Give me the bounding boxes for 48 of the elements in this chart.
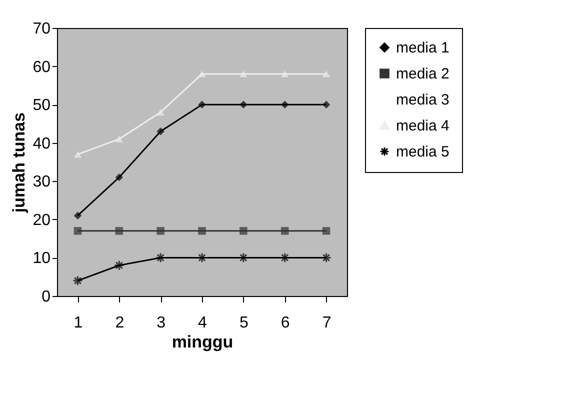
y-tick-label: 30 <box>32 174 51 191</box>
y-tick-label: 40 <box>32 135 51 152</box>
x-tick-label: 5 <box>239 314 248 332</box>
point <box>321 252 332 263</box>
point <box>196 252 208 263</box>
point <box>198 227 206 235</box>
point <box>115 136 124 142</box>
point <box>72 275 83 286</box>
x-tick-label: 3 <box>156 314 166 332</box>
text: media 3 <box>396 92 450 108</box>
y-tick-label: 0 <box>42 288 51 306</box>
x-axis-title: minggu <box>172 332 234 352</box>
x-tick-label: 7 <box>322 314 332 332</box>
point <box>114 260 124 271</box>
legend-label: media 5 <box>396 144 450 160</box>
x-tick-label: 4 <box>198 314 208 332</box>
point <box>198 100 206 108</box>
point <box>322 227 330 235</box>
x-tick-label: 6 <box>280 314 290 332</box>
y-tick-label: 60 <box>32 58 51 76</box>
point <box>74 212 82 220</box>
legend-label: media 1 <box>396 40 450 56</box>
point <box>240 227 248 235</box>
point <box>280 70 289 78</box>
point <box>240 100 248 108</box>
point <box>240 70 248 78</box>
point <box>115 227 124 235</box>
x-tick-label: 2 <box>115 314 124 332</box>
x-tick-label: 1 <box>74 314 83 332</box>
point <box>74 150 82 158</box>
point <box>280 100 289 108</box>
point <box>280 227 289 235</box>
y-tick-label: 70 <box>32 20 51 38</box>
y-tick-label: 10 <box>32 250 51 268</box>
legend-label: media 2 <box>396 66 450 82</box>
y-tick-label: 20 <box>32 212 51 229</box>
point <box>198 70 206 78</box>
point <box>115 173 124 182</box>
point <box>156 227 164 235</box>
point <box>155 252 166 263</box>
y-axis-title: jumah tunas <box>10 112 29 214</box>
point <box>322 70 330 78</box>
legend-label: media 4 <box>396 118 450 134</box>
point <box>156 108 164 116</box>
point <box>74 227 82 235</box>
point <box>322 100 330 108</box>
y-tick-label: 50 <box>32 97 51 114</box>
point <box>156 128 164 136</box>
